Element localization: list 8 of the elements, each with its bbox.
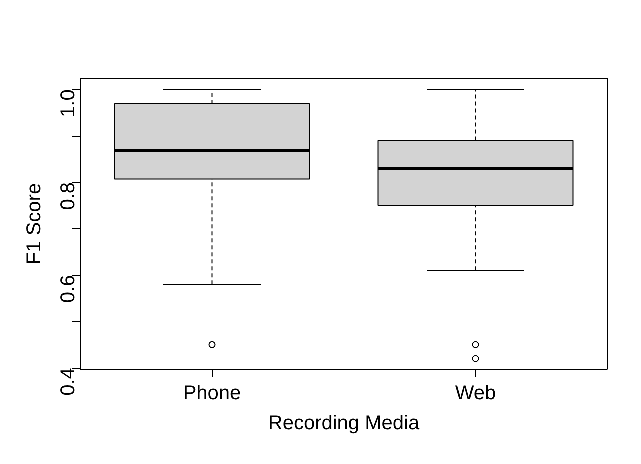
x-axis-title: Recording Media	[268, 412, 420, 434]
y-axis-title: F1 Score	[24, 183, 46, 265]
x-tick-label: Phone	[183, 382, 242, 404]
y-tick-label: 0.4	[58, 368, 80, 396]
y-tick-label: 0.8	[58, 182, 80, 210]
y-tick-label: 0.6	[58, 275, 80, 304]
y-tick-label: 1.0	[58, 90, 80, 118]
x-tick-label: Web	[455, 382, 496, 404]
